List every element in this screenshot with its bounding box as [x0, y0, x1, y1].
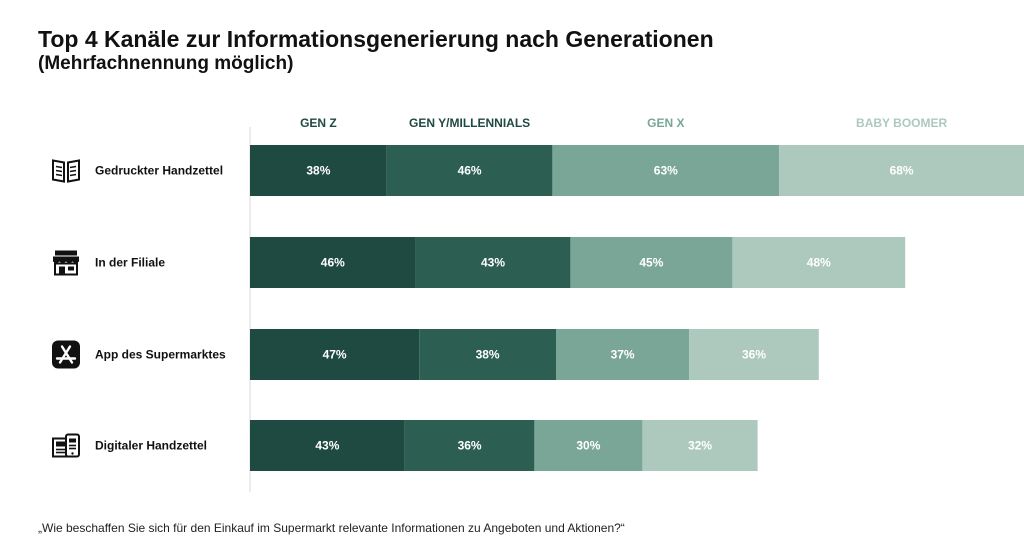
bars: 38% 46% 63% 68% 46% 43% 45% 48% 47% 38% 37% 36% 43% 3…	[250, 145, 1024, 471]
category-icons	[52, 159, 80, 458]
footnote: „Wie beschaffen Sie sich für den Einkauf…	[38, 521, 625, 535]
category-label-3: App des Supermarktes	[95, 348, 226, 362]
bar-gen-y-row-3	[419, 329, 556, 380]
chart-subtitle: (Mehrfachnennung möglich)	[38, 53, 294, 74]
bar-gen-y-row-2	[415, 237, 571, 288]
digital-flyer-icon	[52, 433, 80, 458]
value-label-baby-boomer-row-1: 68%	[890, 164, 914, 178]
value-label-gen-x-row-3: 37%	[611, 348, 635, 362]
value-label-gen-y-row-2: 43%	[481, 256, 505, 270]
value-label-gen-x-row-2: 45%	[639, 256, 663, 270]
bar-gen-x-row-4	[534, 420, 643, 471]
value-label-gen-y-row-1: 46%	[458, 164, 482, 178]
category-label-1: Gedruckter Handzettel	[95, 164, 223, 178]
value-label-gen-x-row-4: 30%	[576, 439, 600, 453]
bar-gen-x-row-2	[570, 237, 733, 288]
value-label-gen-z-row-4: 43%	[315, 439, 339, 453]
legend: GEN Z GEN Y/MILLENNIALS GEN X BABY BOOMER	[300, 116, 947, 130]
chart-title: Top 4 Kanäle zur Informationsgenerierung…	[38, 26, 714, 52]
newspaper-icon	[52, 159, 80, 183]
bar-gen-x-row-1	[552, 145, 780, 196]
value-label-gen-z-row-3: 47%	[323, 348, 347, 362]
value-label-baby-boomer-row-2: 48%	[807, 256, 831, 270]
legend-gen-y: GEN Y/MILLENNIALS	[409, 116, 530, 130]
bar-gen-z-row-4	[250, 420, 405, 471]
legend-baby-boomer: BABY BOOMER	[856, 116, 947, 130]
bar-baby-boomer-row-2	[732, 237, 906, 288]
value-label-baby-boomer-row-4: 32%	[688, 439, 712, 453]
category-labels: Gedruckter Handzettel In der Filiale App d…	[95, 164, 226, 453]
bar-gen-y-row-4	[404, 420, 535, 471]
store-icon	[53, 250, 79, 276]
category-label-2: In der Filiale	[95, 256, 165, 270]
category-label-4: Digitaler Handzettel	[95, 439, 207, 453]
value-label-gen-z-row-2: 46%	[321, 256, 345, 270]
bar-gen-x-row-3	[556, 329, 690, 380]
bar-gen-z-row-2	[250, 237, 416, 288]
legend-gen-x: GEN X	[647, 116, 684, 130]
value-label-gen-x-row-1: 63%	[654, 164, 678, 178]
app-store-icon	[52, 340, 80, 369]
bar-baby-boomer-row-4	[642, 420, 758, 471]
value-label-baby-boomer-row-3: 36%	[742, 348, 766, 362]
bar-gen-z-row-1	[250, 145, 387, 196]
bar-baby-boomer-row-1	[779, 145, 1024, 196]
bar-gen-y-row-1	[386, 145, 553, 196]
legend-gen-z: GEN Z	[300, 116, 337, 130]
bar-baby-boomer-row-3	[689, 329, 819, 380]
bar-gen-z-row-3	[250, 329, 420, 380]
value-label-gen-y-row-3: 38%	[476, 348, 500, 362]
value-label-gen-z-row-1: 38%	[306, 164, 330, 178]
value-label-gen-y-row-4: 36%	[458, 439, 482, 453]
